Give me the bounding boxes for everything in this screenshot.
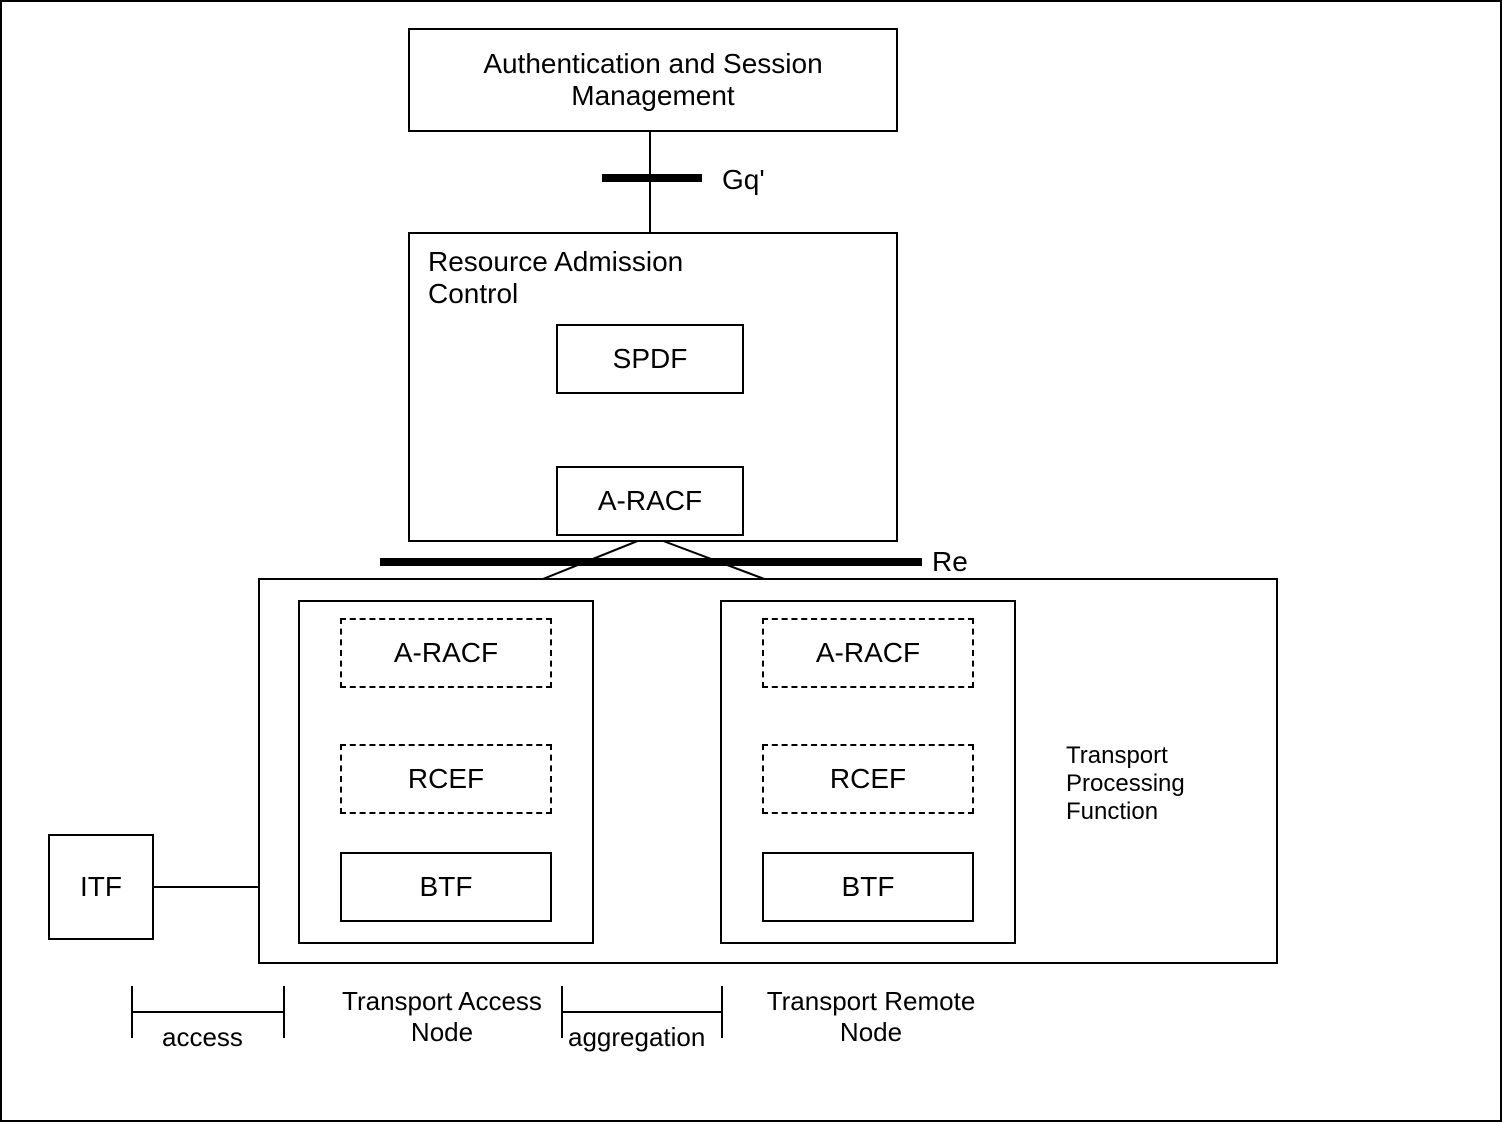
label-trn_label: Transport Remote Node — [736, 986, 1006, 1048]
node-label-aracf_top: A-RACF — [598, 485, 702, 517]
segment-label-aggregation: aggregation — [568, 1022, 705, 1053]
node-label-trn_aracf: A-RACF — [816, 637, 920, 669]
node-aracf_top: A-RACF — [556, 466, 744, 536]
interface-label-re: Re — [932, 546, 968, 578]
node-itf: ITF — [48, 834, 154, 940]
label-tpf_title: Transport Processing Function — [1066, 742, 1185, 826]
node-spdf: SPDF — [556, 324, 744, 394]
node-trn_aracf: A-RACF — [762, 618, 974, 688]
node-trn_rcef: RCEF — [762, 744, 974, 814]
label-tan_label: Transport Access Node — [312, 986, 572, 1048]
node-label-auth: Authentication and Session Management — [483, 48, 822, 112]
node-label-trn_btf: BTF — [842, 871, 895, 903]
node-label-itf: ITF — [80, 871, 122, 903]
node-tan_aracf: A-RACF — [340, 618, 552, 688]
node-tan_btf: BTF — [340, 852, 552, 922]
node-auth: Authentication and Session Management — [408, 28, 898, 132]
node-label-tan_rcef: RCEF — [408, 763, 484, 795]
node-label-tan_aracf: A-RACF — [394, 637, 498, 669]
node-tan_rcef: RCEF — [340, 744, 552, 814]
node-trn_btf: BTF — [762, 852, 974, 922]
node-label-spdf: SPDF — [613, 343, 688, 375]
interface-label-gq: Gq' — [722, 164, 765, 196]
segment-label-access: access — [162, 1022, 243, 1053]
diagram-canvas: Gq' Re access aggregation Authentication and… — [0, 0, 1502, 1122]
label-rac_title: Resource Admission Control — [428, 246, 683, 310]
node-label-trn_rcef: RCEF — [830, 763, 906, 795]
node-label-tan_btf: BTF — [420, 871, 473, 903]
